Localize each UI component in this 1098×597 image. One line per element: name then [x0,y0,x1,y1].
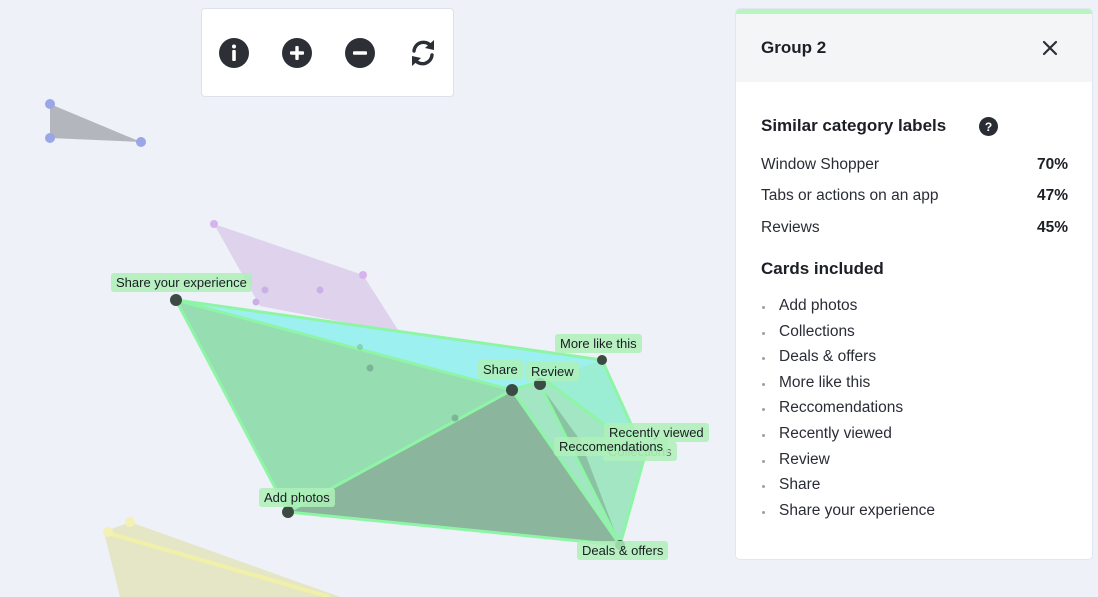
bullet-icon [762,408,765,412]
help-icon[interactable]: ? [979,117,998,136]
card-name: Recently viewed [779,424,892,442]
point-label-review[interactable]: Review [526,362,579,381]
bullet-icon [762,357,765,361]
view-toolbar [201,8,454,97]
card-name: Deals & offers [779,348,877,366]
bullet-icon [762,331,765,335]
similar-label-name: Tabs or actions on an app [761,187,939,204]
point-label-deals-offers[interactable]: Deals & offers [577,541,669,560]
similar-labels-heading: Similar category labels [761,116,947,135]
list-item: Review [761,451,935,477]
close-icon [1042,40,1058,56]
group-details-panel: Group 2 Similar category labels ? Window… [736,9,1092,559]
list-item: Share [761,476,935,502]
similar-label-row: Window Shopper 70% [761,156,1068,178]
similar-label-percent: 45% [1036,219,1068,236]
reset-view-button[interactable] [407,37,439,69]
list-item: Collections [761,323,935,349]
similar-label-name: Window Shopper [761,156,880,173]
info-icon [219,38,249,68]
minus-icon [345,38,375,68]
card-name: Collections [779,322,855,340]
cards-included-heading: Cards included [761,259,884,278]
plus-icon [282,38,312,68]
bullet-icon [762,306,765,309]
info-button[interactable] [218,37,250,69]
zoom-in-button[interactable] [281,37,313,69]
card-name: Share [779,476,821,494]
similar-label-name: Reviews [761,219,820,236]
bullet-icon [762,459,765,463]
similar-label-percent: 70% [1036,156,1068,173]
list-item: More like this [761,374,935,400]
point-label-share-your-experience[interactable]: Share your experience [111,273,252,292]
panel-header: Group 2 [736,14,1092,82]
group-color-bar [736,9,1092,14]
cluster-gray[interactable] [45,99,146,147]
list-item: Add photos [761,297,935,323]
point-label-add-photos[interactable]: Add photos [259,488,335,507]
cluster-purple[interactable] [210,220,400,333]
card-name: Share your experience [779,501,935,519]
bullet-icon [762,433,765,437]
list-item: Reccomendations [761,399,935,425]
cards-list: Add photos Collections Deals & offers Mo… [761,297,935,527]
cluster-yellow[interactable] [103,517,340,597]
similar-label-row: Reviews 45% [761,219,1068,241]
card-name: Review [779,450,830,468]
bullet-icon [762,485,765,489]
card-name: Add photos [779,297,858,314]
list-item: Share your experience [761,502,935,528]
card-name: Reccomendations [779,399,904,417]
refresh-icon [412,40,434,66]
panel-title: Group 2 [761,38,827,57]
point-label-share[interactable]: Share [478,360,523,379]
card-name: More like this [779,373,871,391]
similar-label-row: Tabs or actions on an app 47% [761,187,1068,209]
list-item: Recently viewed [761,425,935,451]
zoom-out-button[interactable] [344,37,376,69]
bullet-icon [762,510,765,514]
bullet-icon [762,382,765,386]
similar-label-percent: 47% [1036,187,1068,204]
point-label-more-like-this[interactable]: More like this [555,334,642,353]
close-button[interactable] [1037,35,1063,61]
point-label-reccomendations[interactable]: Reccomendations [554,437,669,456]
cluster-group-2[interactable] [170,294,647,550]
list-item: Deals & offers [761,348,935,374]
